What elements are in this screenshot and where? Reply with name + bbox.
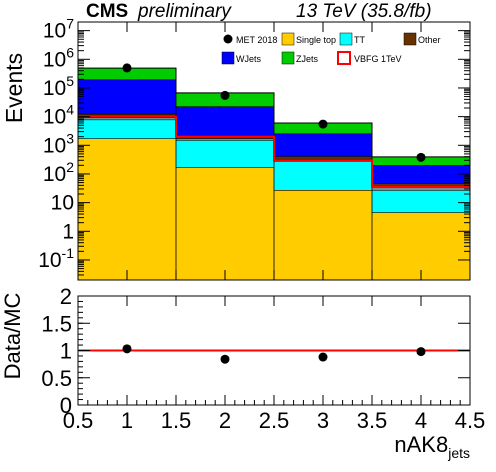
y-tick-label: 10-1: [38, 245, 74, 272]
y-tick-label: 105: [43, 73, 74, 100]
y-tick-label: 1: [62, 220, 74, 243]
legend-single-top-label: Single top: [296, 35, 336, 45]
legend-zjets-swatch: [281, 51, 295, 65]
data-point: [318, 119, 328, 129]
legend-zjets-label: ZJets: [296, 54, 319, 64]
stack-bar-wjets-bin4: [372, 165, 470, 184]
ratio-y-tick-label: 0: [60, 393, 72, 418]
y-tick-label: 103: [43, 130, 74, 157]
stack-bar-band-bin2: [176, 138, 274, 141]
legend-vbfg-1tev-swatch: [337, 51, 351, 65]
x-tick-label: 2: [219, 408, 231, 433]
data-point: [416, 152, 426, 162]
y-tick-label: 106: [43, 44, 74, 71]
y-tick-label: 104: [43, 102, 74, 129]
ratio-point: [416, 347, 426, 357]
y-tick-label: 10: [51, 192, 74, 215]
stack-bar-tt-bin1: [78, 119, 176, 139]
x-tick-label: 0.5: [63, 408, 94, 433]
stack-bar-band-bin1: [78, 117, 176, 120]
stack-bar-tt-bin4: [372, 190, 470, 213]
x-tick-label: 4.5: [455, 408, 486, 433]
stack-bar-single-top-bin3: [274, 190, 372, 280]
preliminary-label: preliminary: [138, 1, 231, 22]
stack-bar-other-bin4: [372, 183, 470, 188]
ratio-y-tick-label: 1: [60, 339, 72, 364]
y-axis-title-events: Events: [1, 53, 27, 123]
y-tick-label: 102: [43, 159, 74, 186]
x-tick-label: 3.5: [357, 408, 388, 433]
x-tick-label: 1.5: [161, 408, 192, 433]
legend-tt-swatch: [339, 32, 353, 46]
stack-bar-tt-bin3: [274, 161, 372, 191]
legend-met-2018-label: MET 2018: [236, 35, 277, 45]
stack-bar-band-bin4: [372, 187, 470, 191]
stack-bar-wjets-bin3: [274, 133, 372, 157]
x-tick-label: 4: [415, 408, 427, 433]
stack-bar-single-top-bin1: [78, 138, 176, 280]
y-axis-title-ratio: Data/MC: [0, 292, 25, 379]
ratio-y-tick-label: 2: [60, 284, 72, 309]
ratio-y-tick-label: 0.5: [41, 366, 72, 391]
stack-bar-single-top-bin2: [176, 167, 274, 280]
ratio-point: [122, 344, 132, 354]
legend-single-top-swatch: [281, 32, 295, 46]
signal-line: [78, 115, 470, 189]
legend-vbfg-1tev-label: VBFG 1TeV: [354, 54, 402, 64]
y-tick-label: 107: [43, 16, 74, 43]
cms-label: CMS: [86, 1, 129, 22]
stack-bar-tt-bin2: [176, 140, 274, 168]
ratio-y-tick-label: 1.5: [41, 311, 72, 336]
ratio-point: [318, 352, 328, 362]
stack-bar-zjets-bin1: [78, 68, 176, 80]
data-point: [220, 90, 230, 100]
x-tick-label: 1: [121, 408, 133, 433]
x-axis-title: nAK8jets: [394, 432, 470, 461]
stack-bar-wjets-bin2: [176, 106, 274, 136]
legend-other-swatch: [403, 32, 417, 46]
ratio-point: [220, 354, 230, 364]
x-tick-label: 3: [317, 408, 329, 433]
stack-bar-wjets-bin1: [78, 79, 176, 115]
legend-met-2018-marker: [223, 34, 233, 44]
legend-wjets-swatch: [221, 51, 235, 65]
legend-wjets-label: WJets: [236, 54, 262, 64]
x-tick-label: 2.5: [259, 408, 290, 433]
data-point: [122, 63, 132, 73]
luminosity-label: 13 TeV (35.8/fb): [296, 1, 432, 22]
stack-bar-other-bin3: [274, 156, 372, 160]
stack-bar-single-top-bin4: [372, 212, 470, 280]
legend-tt-label: TT: [354, 35, 365, 45]
legend-other-label: Other: [418, 35, 441, 45]
